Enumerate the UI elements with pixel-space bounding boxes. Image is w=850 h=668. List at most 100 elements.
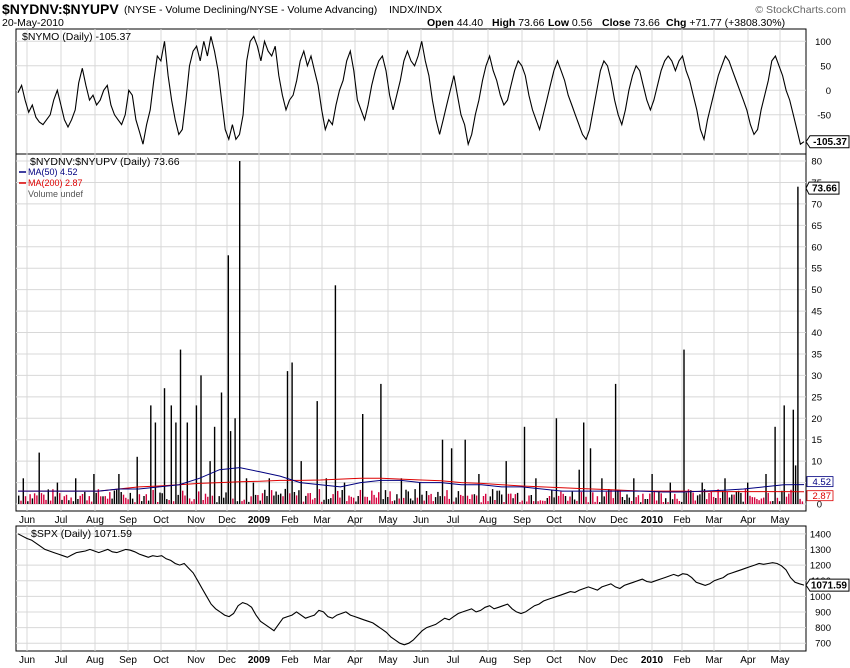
volume-legend: Volume undef [28,189,84,199]
ratio-bar [753,497,756,504]
ratio-bar [692,492,694,504]
ratio-bar [405,489,407,504]
ratio-bar [690,490,692,504]
ratio-bar [280,493,282,504]
ratio-bar [33,493,36,504]
ratio-bar [277,494,280,504]
ratio-bar [439,496,441,504]
ratio-bar [161,493,163,504]
ratio-bar [756,499,758,504]
ratio-bar [157,502,159,504]
ratio-bar [532,501,535,504]
x-tick-label: Jun [19,655,35,666]
x-tick-label: Sep [119,515,137,526]
ratio-bar [95,492,97,504]
ratio-bar [434,497,437,504]
ratio-bar [788,493,790,504]
x-tick-label: Nov [187,515,205,526]
ratio-last-value: 73.66 [812,184,837,195]
ratio-bar [567,500,569,504]
ratio-bar [293,492,296,504]
ratio-bar [396,494,398,504]
spx-panel-label: $SPX (Daily) 1071.59 [31,528,132,540]
ratio-y-tick: 10 [811,457,822,468]
ratio-bar [384,490,387,504]
ratio-bar [150,405,152,504]
ratio-bar [254,494,257,504]
ratio-bar [337,490,339,504]
ratio-bar [261,493,264,504]
brand-watermark: © StockCharts.com [755,4,846,16]
ratio-bar [282,496,284,504]
ratio-bar [662,502,665,504]
ratio-bar [776,497,779,504]
ratio-bar [355,501,357,504]
ratio-bar [202,500,204,504]
ratio-bar [763,497,765,504]
ratio-bar [63,496,66,504]
ratio-bar [403,497,405,504]
ratio-bar [195,405,198,504]
ratio-bar [555,418,558,505]
ratio-bar [334,285,337,504]
x-tick-label: May [379,515,398,526]
ratio-bar [380,383,382,504]
ratio-bar [573,499,576,504]
ratio-bar [86,500,88,504]
ratio-y-tick: 0 [817,500,822,511]
ratio-bar [494,500,496,504]
ratio-bar [665,498,667,504]
spx-y-tick: 1000 [810,592,831,603]
ratio-bar [530,495,533,504]
ratio-bar [359,489,362,504]
ratio-bar [498,490,501,504]
ratio-bar [330,498,332,504]
ratio-bar [687,489,690,504]
ratio-bar [678,501,681,504]
ratio-bar [323,499,325,504]
x-tick-label: Mar [313,515,331,526]
ratio-bar [414,489,416,504]
ratio-y-tick: 25 [811,392,822,403]
ratio-bar [772,501,774,504]
ratio-bar [708,493,710,504]
ratio-bar [589,448,592,504]
ratio-bar [765,474,767,504]
ratio-bar [186,422,189,504]
x-tick-label: Feb [673,515,691,526]
ratio-bar [111,498,113,504]
ratio-bar [213,426,216,504]
ratio-bar [542,500,544,504]
ratio-bar [332,494,334,504]
ratio-bar [660,493,662,504]
x-tick-label: May [771,655,790,666]
spx-y-tick: 900 [815,607,831,618]
x-tick-label: Jun [19,515,35,526]
ratio-bar [362,414,364,504]
ratio-bar [84,491,86,504]
ratio-bar [628,497,631,504]
ratio-bar [744,488,747,504]
ratio-last-value-box [805,181,840,195]
ohlc-readout: Open 44.40 High 73.66 Low 0.56 Close 73.66 C… [427,17,785,29]
ratio-y-tick: 45 [811,307,822,318]
ratio-bar [644,499,646,504]
ratio-bar [539,500,542,504]
ratio-bar [147,500,150,504]
ratio-bar [145,494,148,504]
ratio-y-tick: 50 [811,285,822,296]
ratio-bar [514,494,517,504]
ratio-bar [104,496,107,504]
ratio-bar [785,496,788,504]
ratio-bar [391,501,394,504]
ratio-y-tick: 55 [811,264,822,275]
x-tick-label: Apr [740,655,756,666]
ratio-bar [243,499,245,504]
ratio-bar [769,501,772,504]
ma50-value-box [806,476,834,488]
ratio-y-tick: 60 [811,242,822,253]
ratio-bar [482,496,485,504]
ratio-bar [236,501,239,504]
x-tick-label: Nov [578,655,596,666]
